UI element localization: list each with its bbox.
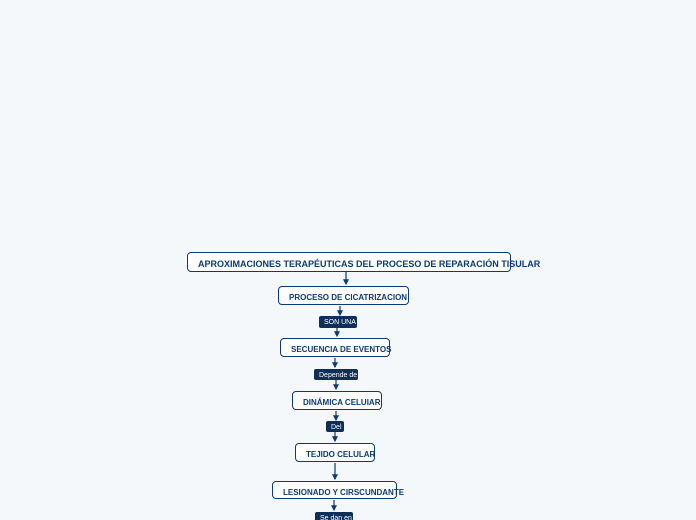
flowchart-canvas: APROXIMACIONES TERAPÉUTICAS DEL PROCESO …	[0, 0, 696, 520]
node-n5: Depende de	[314, 369, 358, 380]
node-n1: APROXIMACIONES TERAPÉUTICAS DEL PROCESO …	[187, 252, 511, 272]
node-n3: SON UNA	[319, 316, 357, 328]
node-n7: Del	[326, 421, 344, 432]
node-n6: DINÁMICA CELUIAR	[292, 391, 382, 410]
node-n2: PROCESO DE CICATRIZACION	[278, 286, 409, 305]
node-n4: SECUENCIA DE EVENTOS	[280, 338, 390, 357]
node-n8: TEJIDO CELULAR	[295, 443, 375, 462]
node-n10: Se dan en	[315, 512, 353, 520]
node-n9: LESIONADO Y CIRSCUNDANTE	[272, 481, 397, 499]
